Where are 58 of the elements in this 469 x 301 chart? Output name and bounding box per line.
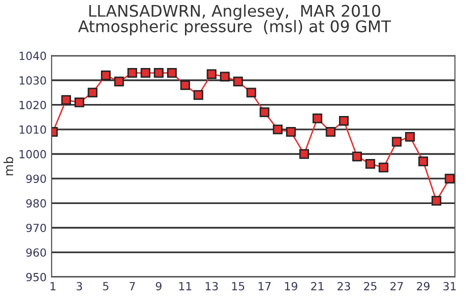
x-tick-label: 3 xyxy=(76,282,82,290)
y-tick-label: 960 xyxy=(26,248,46,257)
point xyxy=(127,68,138,78)
point xyxy=(378,162,388,172)
point xyxy=(392,136,402,147)
x-tick-label: 29 xyxy=(416,282,430,290)
y-tick-label: 990 xyxy=(26,174,46,183)
y-tick-label: 1020 xyxy=(20,100,46,110)
x-tick-label: 1 xyxy=(50,282,56,290)
point xyxy=(61,95,71,105)
point xyxy=(444,174,454,184)
y-tick-label: 1010 xyxy=(20,125,46,134)
point xyxy=(74,98,84,108)
point xyxy=(326,127,336,137)
x-tick-label: 27 xyxy=(390,282,403,290)
x-tick-label: 11 xyxy=(179,282,192,290)
y-tick-label: 970 xyxy=(26,224,46,232)
y-tick-label: 1000 xyxy=(20,150,46,158)
point xyxy=(338,116,349,126)
point xyxy=(418,156,428,166)
y-tick-label: 950 xyxy=(26,272,46,282)
chart-title: LLANSADWRN, Anglesey, MAR 2010 Atmospheric pressure (msl) at 09 GMT xyxy=(78,4,392,36)
point xyxy=(246,88,256,98)
point xyxy=(365,158,376,169)
point xyxy=(154,68,164,78)
point xyxy=(220,72,230,82)
x-tick-label: 7 xyxy=(130,282,135,290)
x-tick-label: 21 xyxy=(311,282,324,290)
x-tick-label: 31 xyxy=(443,282,456,290)
point xyxy=(167,68,177,78)
x-tick-label: 19 xyxy=(285,282,298,290)
x-tick-label: 17 xyxy=(258,282,271,290)
x-tick-label: 25 xyxy=(364,282,376,290)
point xyxy=(194,90,204,100)
y-axis-title: mb xyxy=(4,156,14,176)
point xyxy=(405,132,415,142)
point xyxy=(233,76,243,86)
point xyxy=(286,127,296,137)
x-tick-label: 5 xyxy=(103,282,108,290)
point xyxy=(114,76,124,86)
x-tick-label: 15 xyxy=(232,282,244,290)
point xyxy=(140,68,150,78)
point xyxy=(100,70,111,80)
point xyxy=(206,69,216,79)
y-tick-label: 1030 xyxy=(20,76,46,85)
x-tick-label: 9 xyxy=(156,282,162,290)
point xyxy=(312,114,322,124)
x-tick-label: 23 xyxy=(338,282,350,290)
point xyxy=(180,80,190,90)
point xyxy=(88,88,98,98)
point xyxy=(352,152,362,162)
point xyxy=(432,196,442,206)
y-tick-label: 980 xyxy=(26,199,46,208)
y-tick-label: 1040 xyxy=(20,52,46,60)
x-tick-label: 13 xyxy=(206,282,218,290)
point xyxy=(299,149,310,159)
point xyxy=(272,124,283,134)
point xyxy=(260,107,270,118)
